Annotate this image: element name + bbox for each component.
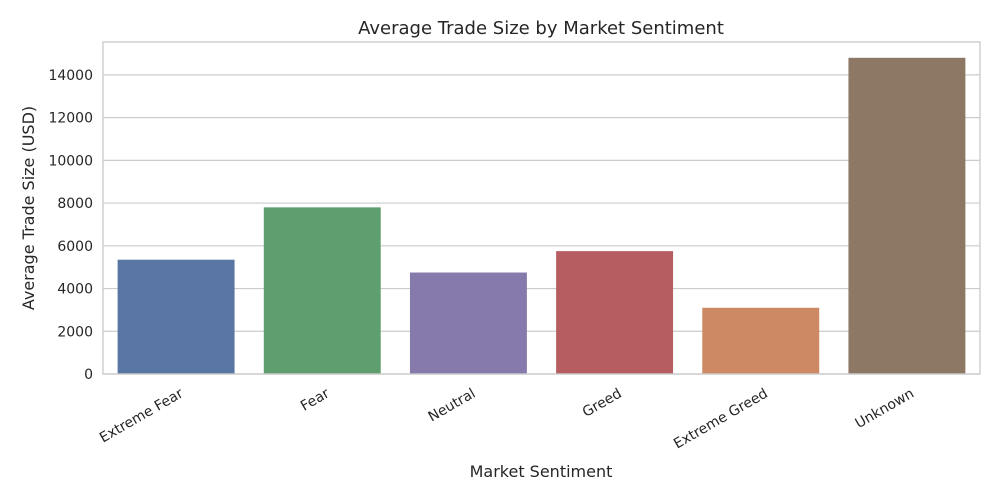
y-axis-ticks: 0 2000 4000 6000 8000 10000 12000 14000 (48, 68, 93, 383)
bar-extreme-fear (117, 259, 235, 374)
x-tick-label: Unknown (853, 386, 917, 432)
bar-extreme-greed (702, 307, 820, 374)
y-tick-label: 4000 (57, 282, 93, 298)
x-tick-label: Neutral (426, 386, 479, 426)
y-axis-label: Average Trade Size (USD) (19, 106, 38, 310)
y-tick-label: 2000 (57, 324, 93, 340)
y-tick-label: 8000 (57, 196, 93, 212)
y-tick-label: 6000 (57, 239, 93, 255)
x-tick-label: Greed (580, 386, 625, 421)
x-tick-label: Extreme Greed (671, 386, 771, 453)
bar-neutral (409, 272, 527, 374)
bar-greed (556, 251, 674, 374)
x-tick-label: Extreme Fear (97, 385, 186, 446)
y-tick-label: 10000 (48, 153, 93, 169)
y-tick-label: 0 (84, 367, 93, 383)
bars (117, 57, 966, 375)
bar-fear (263, 207, 381, 374)
x-axis-label: Market Sentiment (470, 462, 613, 481)
y-tick-label: 12000 (48, 111, 93, 127)
y-tick-label: 14000 (48, 68, 93, 84)
x-axis-ticks: Extreme Fear Fear Neutral Greed Extreme Gree… (97, 385, 917, 452)
x-tick-label: Fear (298, 385, 332, 414)
chart-title: Average Trade Size by Market Sentiment (358, 18, 724, 39)
plot-frame (102, 41, 981, 375)
gridlines (103, 74, 980, 375)
bar-unknown (848, 57, 966, 375)
